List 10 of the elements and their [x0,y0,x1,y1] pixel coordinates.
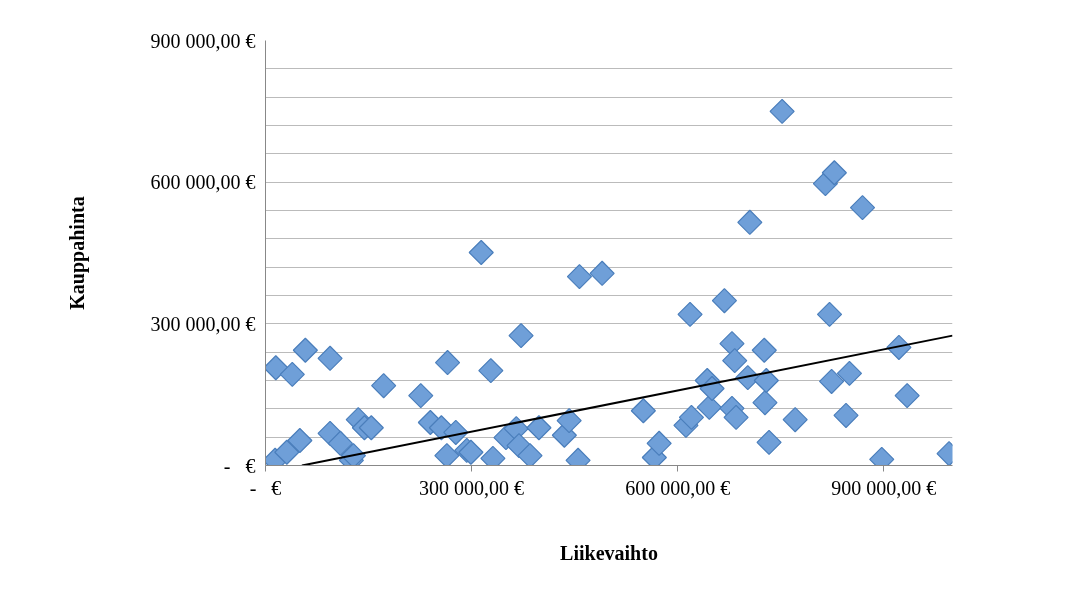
x-tick-label: 600 000,00 € [625,476,731,499]
y-tick-label: - € [223,454,256,477]
x-axis-title: Liikevaihto [560,541,658,564]
x-tick-label: 300 000,00 € [419,476,525,499]
y-tick-label: 600 000,00 € [150,171,256,194]
y-axis-title: Kauppahinta [65,196,89,310]
x-tick-label: - € [249,476,282,499]
y-tick-label: 900 000,00 € [150,29,256,52]
x-tick-label: 900 000,00 € [831,476,937,499]
y-tick-label: 300 000,00 € [150,312,256,335]
